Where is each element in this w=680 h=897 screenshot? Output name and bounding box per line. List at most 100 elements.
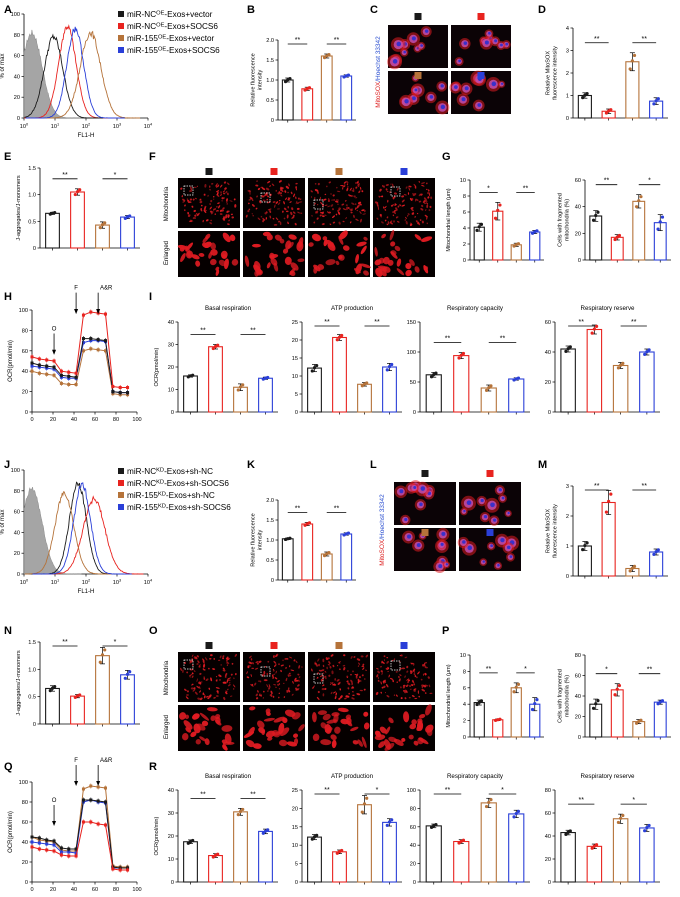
legend-label: miR-155OE-Exos+vector [127, 34, 215, 43]
nucleus-core [500, 82, 504, 85]
mitochondrion [338, 221, 341, 225]
mitochondrion [382, 679, 386, 683]
data-point [619, 363, 623, 367]
mitochondrion-enlarged [210, 715, 216, 722]
mitochondrion-enlarged [405, 269, 412, 277]
mitochondrion [411, 662, 414, 665]
mitochondrion [375, 201, 379, 204]
mitochondrion [203, 695, 206, 699]
mitochondrion [356, 204, 360, 209]
significance-label: ** [334, 505, 340, 512]
mitochondrion [362, 663, 365, 666]
y-tick-label: 0 [25, 410, 28, 416]
mitochondrion [355, 673, 359, 678]
ocr-point [45, 358, 49, 362]
legend-label-sup: OE [156, 11, 164, 17]
mitochondrion [417, 671, 420, 675]
zoom-box [390, 186, 401, 197]
y-tick-label: 80 [410, 806, 416, 812]
panel-letter-L: L [370, 459, 377, 471]
mitochondrion-enlarged [417, 720, 424, 732]
row-label-enlarged: Enlarged [164, 241, 170, 265]
mitochondrion [261, 195, 265, 198]
y-tick-label: 60 [575, 674, 581, 680]
mitochondrion [216, 190, 220, 193]
mitochondrion [324, 670, 327, 673]
mitochondrion [249, 196, 253, 200]
mitochondrion [256, 195, 258, 198]
nucleus-core [454, 85, 458, 89]
y-tick-label: 1.5 [266, 58, 274, 64]
mitochondrion [324, 687, 327, 690]
nucleus-core [403, 50, 407, 54]
mitochondrion [268, 687, 271, 690]
bar [529, 231, 541, 261]
mitochondrion [380, 670, 383, 673]
mitochondrion [196, 185, 199, 187]
data-point [125, 672, 130, 676]
y-tick-label: 40 [410, 843, 416, 849]
significance-label: ** [642, 36, 648, 43]
mitochondrion [189, 674, 193, 677]
mitochondrion [409, 685, 412, 687]
ocr-point [89, 310, 93, 314]
mitochondrion [317, 658, 320, 662]
stain-hoechst: /Hoechst 33342 [379, 494, 386, 540]
mitochondrion [233, 677, 235, 680]
mitochondrion [359, 211, 362, 215]
ocr-point [118, 386, 122, 390]
mitochondrion [198, 681, 201, 684]
mitochondrion [209, 206, 212, 210]
mitochondrion [414, 186, 417, 189]
mitochondrion-enlarged [190, 731, 197, 738]
mitochondrion [339, 695, 343, 699]
mitochondrion [290, 211, 293, 216]
mitochondrion-enlarged [338, 235, 344, 245]
mitochondrion [267, 195, 270, 198]
histogram-line [24, 33, 104, 119]
mitochondrion [359, 689, 364, 692]
group-color-key [477, 13, 485, 20]
bar [382, 821, 397, 883]
mitochondrion [349, 208, 353, 211]
mitochondrion [202, 658, 205, 662]
mitochondrion [182, 669, 184, 673]
bar [510, 244, 522, 261]
injection-label: A&R [100, 286, 113, 292]
bar [510, 687, 522, 738]
mitochondrion [248, 661, 252, 665]
bar [508, 813, 525, 883]
data-point [315, 833, 319, 837]
y-tick-label: 30 [168, 343, 174, 349]
mitochondrion [180, 667, 182, 671]
mitochondrion [219, 209, 222, 213]
mitochondrion [278, 683, 281, 685]
mitochondrion [414, 216, 417, 218]
x-tick-label: 103 [113, 122, 121, 131]
mitochondrion-enlarged [335, 260, 340, 266]
mitochondrion [359, 676, 361, 679]
mitochondrion [352, 691, 354, 693]
data-point [236, 388, 240, 392]
data-point [628, 569, 632, 573]
mitochondrion [409, 670, 412, 673]
mitochondrion [376, 203, 379, 207]
mitochondrion [273, 224, 278, 226]
y-axis-label: Relative fluorescence [251, 513, 257, 566]
mitochondrion-enlarged [414, 266, 420, 273]
mitochondrion [225, 659, 228, 662]
x-tick-label: 104 [144, 122, 153, 131]
stain-mitosox: MitoSOX [375, 81, 382, 108]
ocr-point [30, 845, 34, 849]
y-tick-label: 100 [11, 12, 20, 18]
ocr-point [59, 846, 63, 850]
mitochondrion [310, 190, 313, 193]
histogram-line [25, 26, 125, 119]
mitochondrion [210, 219, 212, 222]
mitochondrion [395, 207, 398, 211]
mitochondrion [264, 219, 266, 221]
x-tick-label-base: 10 [51, 124, 57, 130]
mitochondrion [189, 660, 192, 664]
